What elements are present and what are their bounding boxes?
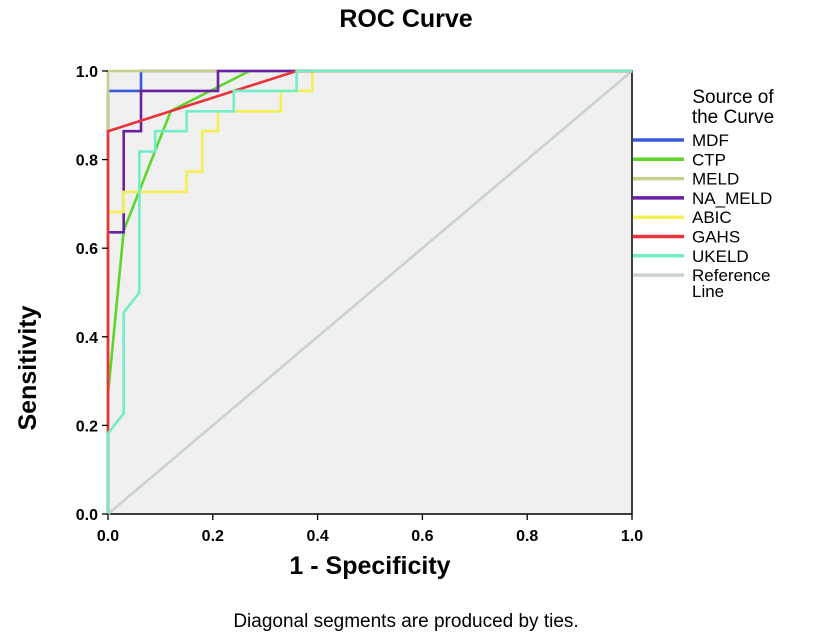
y-tick-label: 0.6 (76, 241, 98, 258)
chart-title: ROC Curve (339, 5, 472, 33)
x-tick-label: 0.4 (306, 528, 328, 545)
legend-item-meld: MELD (633, 170, 739, 189)
series-line-ukeld (106, 69, 632, 514)
legend-label: MELD (692, 170, 739, 189)
legend-label: CTP (692, 150, 726, 169)
series-layer (106, 69, 633, 515)
legend-label: UKELD (692, 247, 749, 266)
y-tick-label: 0.8 (76, 153, 98, 170)
y-tick-label: 1.0 (76, 64, 98, 81)
legend-item-ctp: CTP (633, 150, 726, 169)
x-axis-title: 1 - Specificity (289, 552, 450, 580)
legend-item-ukeld: UKELD (633, 247, 749, 266)
x-tick-label: 0.6 (411, 528, 433, 545)
x-axis-ticks: 0.0 0.2 0.4 0.6 0.8 1.0 (97, 514, 643, 545)
legend-items: MDFCTPMELDNA_MELDABICGAHSUKELDReferenceL… (633, 131, 772, 301)
legend-item-mdf: MDF (633, 131, 729, 150)
x-tick-label: 0.8 (516, 528, 538, 545)
y-axis-ticks: 0.0 0.2 0.4 0.6 0.8 1.0 (76, 64, 108, 524)
legend-label: GAHS (692, 228, 740, 247)
legend-item-gahs: GAHS (633, 228, 740, 247)
legend: Source of the Curve MDFCTPMELDNA_MELDABI… (633, 87, 774, 301)
legend-label: ABIC (692, 208, 732, 227)
legend-label: Reference (692, 266, 770, 285)
series-line-na-meld (106, 69, 632, 514)
x-tick-label: 0.2 (202, 528, 224, 545)
legend-label: NA_MELD (692, 189, 772, 208)
series-line-abic (106, 69, 632, 514)
x-tick-label: 0.0 (97, 528, 119, 545)
y-tick-label: 0.0 (76, 507, 98, 524)
y-tick-label: 0.2 (76, 418, 98, 435)
legend-item-abic: ABIC (633, 208, 732, 227)
legend-label: Line (692, 282, 724, 301)
legend-label: MDF (692, 131, 729, 150)
x-tick-label: 1.0 (621, 528, 643, 545)
legend-title-line-2: the Curve (692, 107, 774, 128)
y-axis-title: Sensitivity (14, 305, 42, 430)
y-tick-label: 0.4 (76, 330, 98, 347)
footnote: Diagonal segments are produced by ties. (233, 611, 578, 632)
legend-title-line-1: Source of (692, 87, 774, 108)
legend-item-na-meld: NA_MELD (633, 189, 772, 208)
series-line-reference-line (107, 70, 633, 515)
